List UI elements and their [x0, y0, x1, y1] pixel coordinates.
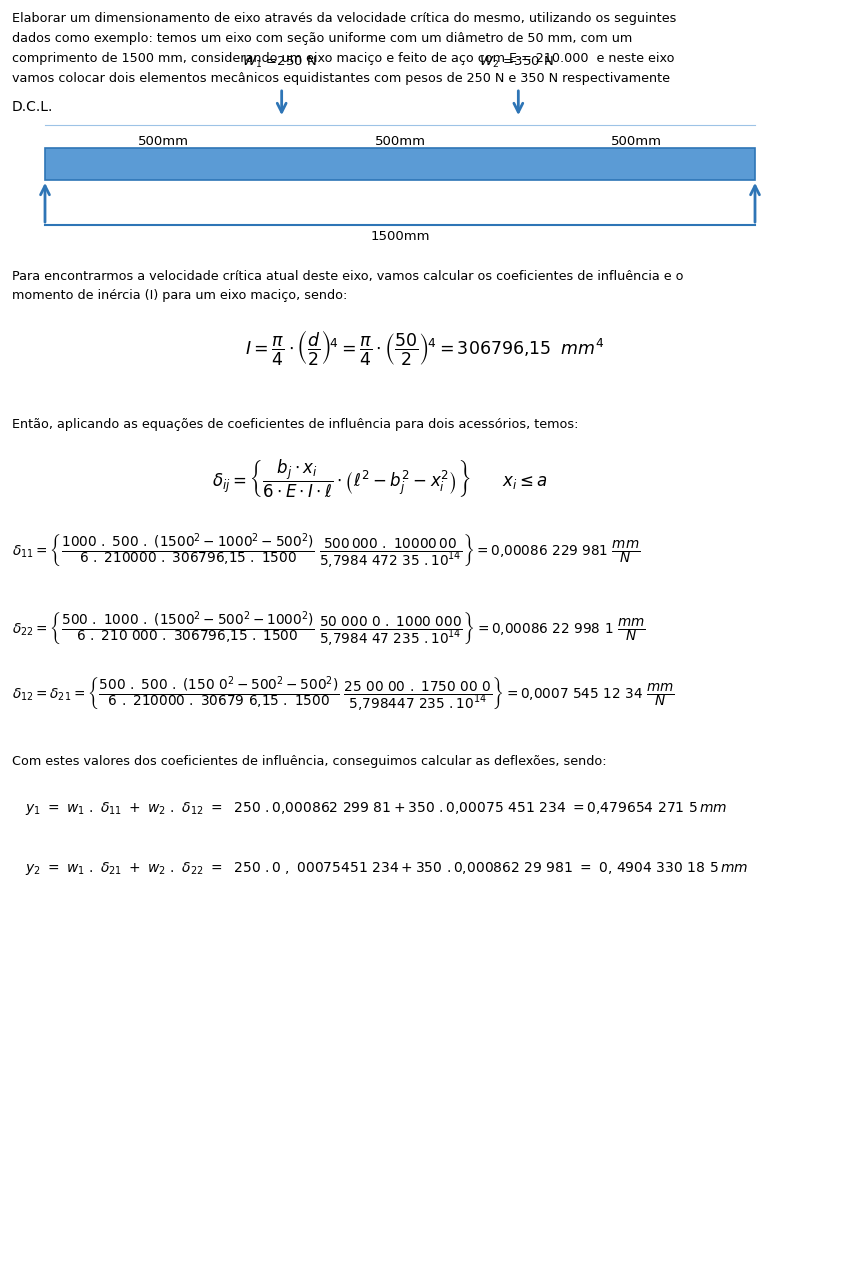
- Bar: [45, 148, 755, 179]
- Text: $\delta_{ij} = \left\{\dfrac{b_j \cdot x_i}{6 \cdot E \cdot I \cdot \ell} \cdot : $\delta_{ij} = \left\{\dfrac{b_j \cdot x…: [212, 458, 548, 500]
- Text: Elaborar um dimensionamento de eixo através da velocidade crítica do mesmo, util: Elaborar um dimensionamento de eixo atra…: [12, 11, 677, 25]
- Text: $\delta_{12} = \delta_{21} = \left\{\dfrac{500\ .\ 500\ .\ (150\ 0^2 - 500^2 - 5: $\delta_{12} = \delta_{21} = \left\{\dfr…: [12, 675, 675, 714]
- Text: vamos colocar dois elementos mecânicos equidistantes com pesos de 250 N e 350 N : vamos colocar dois elementos mecânicos e…: [12, 73, 670, 85]
- Text: $\delta_{22} = \left\{\dfrac{500\ .\ 1000\ .\ (1500^2 - 500^2 - 1000^2)}{6\ .\ 2: $\delta_{22} = \left\{\dfrac{500\ .\ 100…: [12, 610, 646, 649]
- Text: Para encontrarmos a velocidade crítica atual deste eixo, vamos calcular os coefi: Para encontrarmos a velocidade crítica a…: [12, 270, 683, 283]
- Text: dados como exemplo: temos um eixo com seção uniforme com um diâmetro de 50 mm, c: dados como exemplo: temos um eixo com se…: [12, 32, 632, 45]
- Text: $y_1\ =\ w_1\ .\ \delta_{11}\ +\ w_2\ .\ \delta_{12}\ =\ \ 250\ .0{,}000862\ 299: $y_1\ =\ w_1\ .\ \delta_{11}\ +\ w_2\ .\…: [25, 799, 728, 817]
- Text: $y_2\ =\ w_1\ .\ \delta_{21}\ +\ w_2\ .\ \delta_{22}\ =\ \ 250\ .0\ ,\ 00075451\: $y_2\ =\ w_1\ .\ \delta_{21}\ +\ w_2\ .\…: [25, 861, 748, 877]
- Text: Então, aplicando as equações de coeficientes de influência para dois acessórios,: Então, aplicando as equações de coeficie…: [12, 418, 579, 432]
- Text: $\delta_{11} = \left\{\dfrac{1000\ .\ 500\ .\ (1500^2 - 1000^2 - 500^2)}{6\ .\ 2: $\delta_{11} = \left\{\dfrac{1000\ .\ 50…: [12, 532, 641, 572]
- Text: $I = \dfrac{\pi}{4} \cdot \left(\dfrac{d}{2}\right)^{\!4} = \dfrac{\pi}{4} \cdot: $I = \dfrac{\pi}{4} \cdot \left(\dfrac{d…: [245, 328, 604, 367]
- Text: $W_1$ =250 N: $W_1$ =250 N: [243, 55, 317, 70]
- Text: 500mm: 500mm: [611, 135, 662, 148]
- Text: Com estes valores dos coeficientes de influência, conseguimos calcular as deflex: Com estes valores dos coeficientes de in…: [12, 755, 607, 768]
- Text: 500mm: 500mm: [138, 135, 189, 148]
- Text: $W_2$ =350 N: $W_2$ =350 N: [479, 55, 554, 70]
- Text: momento de inércia (I) para um eixo maciço, sendo:: momento de inércia (I) para um eixo maci…: [12, 289, 347, 302]
- Text: comprimento de 1500 mm, considerando um eixo maciço e feito de aço com E = 210.0: comprimento de 1500 mm, considerando um …: [12, 52, 675, 65]
- Text: 500mm: 500mm: [374, 135, 426, 148]
- Text: 1500mm: 1500mm: [370, 230, 430, 243]
- Text: D.C.L.: D.C.L.: [12, 101, 54, 115]
